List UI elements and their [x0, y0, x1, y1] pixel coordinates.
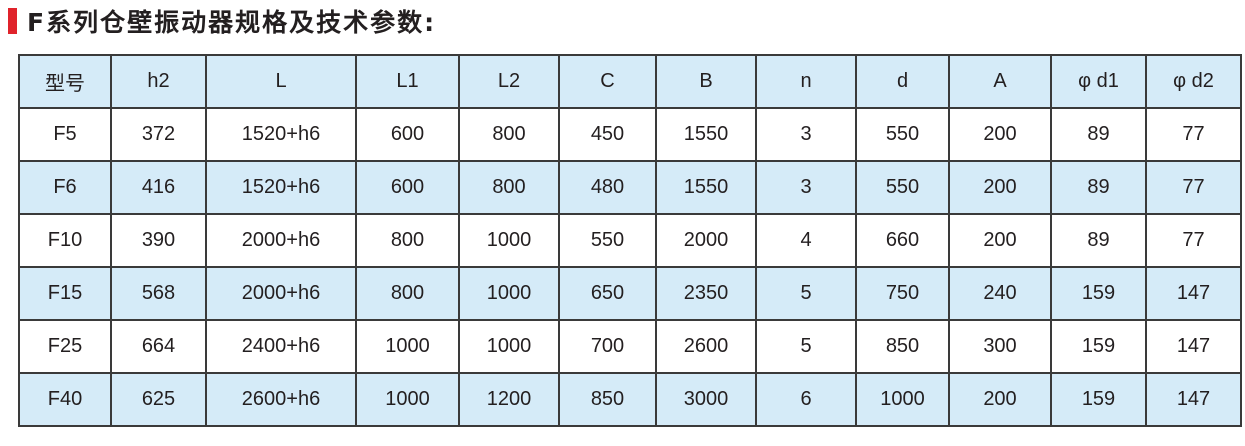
table-cell: 1550: [655, 107, 757, 162]
table-cell: 89: [1050, 213, 1147, 268]
table-cell: 650: [558, 266, 657, 321]
table-row: F10 390 2000+h6 800 1000 550 2000 4 660 200 89 77: [18, 213, 1242, 268]
table-cell: 800: [458, 160, 560, 215]
table-cell: 1520+h6: [205, 107, 357, 162]
table-cell: 700: [558, 319, 657, 374]
table-cell: 1000: [458, 213, 560, 268]
table-cell: 450: [558, 107, 657, 162]
table-cell: 2600: [655, 319, 757, 374]
table-cell: 4: [755, 213, 857, 268]
table-cell: 1000: [355, 319, 460, 374]
table-cell: 6: [755, 372, 857, 427]
table-cell: 89: [1050, 107, 1147, 162]
header-cell: L2: [458, 54, 560, 109]
table-cell: 550: [855, 160, 950, 215]
header-cell: n: [755, 54, 857, 109]
table-cell: F10: [18, 213, 112, 268]
table-cell: 850: [558, 372, 657, 427]
table-cell: 416: [110, 160, 207, 215]
table-cell: 800: [355, 266, 460, 321]
table-cell: 1000: [355, 372, 460, 427]
table-cell: F25: [18, 319, 112, 374]
table-cell: 1000: [458, 319, 560, 374]
table-cell: 372: [110, 107, 207, 162]
table-cell: 147: [1145, 372, 1242, 427]
header-cell: φ d1: [1050, 54, 1147, 109]
header-cell: d: [855, 54, 950, 109]
header-cell: C: [558, 54, 657, 109]
table-cell: 77: [1145, 213, 1242, 268]
header-cell: A: [948, 54, 1052, 109]
table-cell: 2600+h6: [205, 372, 357, 427]
table-cell: 390: [110, 213, 207, 268]
header-cell: h2: [110, 54, 207, 109]
table-cell: 300: [948, 319, 1052, 374]
table-cell: 147: [1145, 319, 1242, 374]
table-cell: 550: [558, 213, 657, 268]
table-cell: 200: [948, 213, 1052, 268]
table-cell: 159: [1050, 372, 1147, 427]
table-cell: 3000: [655, 372, 757, 427]
table-cell: 850: [855, 319, 950, 374]
table-cell: 77: [1145, 160, 1242, 215]
header-cell: 型号: [18, 54, 112, 109]
table-cell: 3: [755, 107, 857, 162]
table-cell: 89: [1050, 160, 1147, 215]
title-text: F系列仓壁振动器规格及技术参数:: [27, 8, 437, 37]
table-cell: 1550: [655, 160, 757, 215]
header-cell: L: [205, 54, 357, 109]
section-title: F系列仓壁振动器规格及技术参数:: [8, 4, 436, 38]
table-cell: 625: [110, 372, 207, 427]
table-cell: F40: [18, 372, 112, 427]
table-cell: 1000: [458, 266, 560, 321]
header-cell: φ d2: [1145, 54, 1242, 109]
table-cell: 5: [755, 319, 857, 374]
table-row: F6 416 1520+h6 600 800 480 1550 3 550 200 89 77: [18, 160, 1242, 215]
table-cell: 77: [1145, 107, 1242, 162]
table-cell: 200: [948, 372, 1052, 427]
table-cell: 568: [110, 266, 207, 321]
table-cell: 240: [948, 266, 1052, 321]
table-cell: 5: [755, 266, 857, 321]
table-row: F40 625 2600+h6 1000 1200 850 3000 6 1000 200 159 1…: [18, 372, 1242, 427]
table-cell: 159: [1050, 319, 1147, 374]
table-row: F5 372 1520+h6 600 800 450 1550 3 550 200 89 77: [18, 107, 1242, 162]
table-cell: 200: [948, 107, 1052, 162]
title-accent-bar: [8, 8, 17, 34]
table-cell: 600: [355, 160, 460, 215]
table-cell: 3: [755, 160, 857, 215]
table-row: F25 664 2400+h6 1000 1000 700 2600 5 850 300 159 14…: [18, 319, 1242, 374]
table-cell: F15: [18, 266, 112, 321]
table-cell: 480: [558, 160, 657, 215]
table-cell: 800: [458, 107, 560, 162]
table-cell: F5: [18, 107, 112, 162]
table-cell: 660: [855, 213, 950, 268]
table-cell: 800: [355, 213, 460, 268]
table-cell: 664: [110, 319, 207, 374]
table-cell: 2350: [655, 266, 757, 321]
table-cell: 750: [855, 266, 950, 321]
header-cell: L1: [355, 54, 460, 109]
table-cell: 600: [355, 107, 460, 162]
table-cell: 159: [1050, 266, 1147, 321]
table-cell: 2000+h6: [205, 213, 357, 268]
table-cell: 2000+h6: [205, 266, 357, 321]
table-cell: 200: [948, 160, 1052, 215]
table-cell: 2000: [655, 213, 757, 268]
table-cell: F6: [18, 160, 112, 215]
table-cell: 2400+h6: [205, 319, 357, 374]
table-cell: 1520+h6: [205, 160, 357, 215]
table-row: F15 568 2000+h6 800 1000 650 2350 5 750 240 159 147: [18, 266, 1242, 321]
table-cell: 147: [1145, 266, 1242, 321]
table-cell: 550: [855, 107, 950, 162]
table-cell: 1000: [855, 372, 950, 427]
header-cell: B: [655, 54, 757, 109]
table-cell: 1200: [458, 372, 560, 427]
